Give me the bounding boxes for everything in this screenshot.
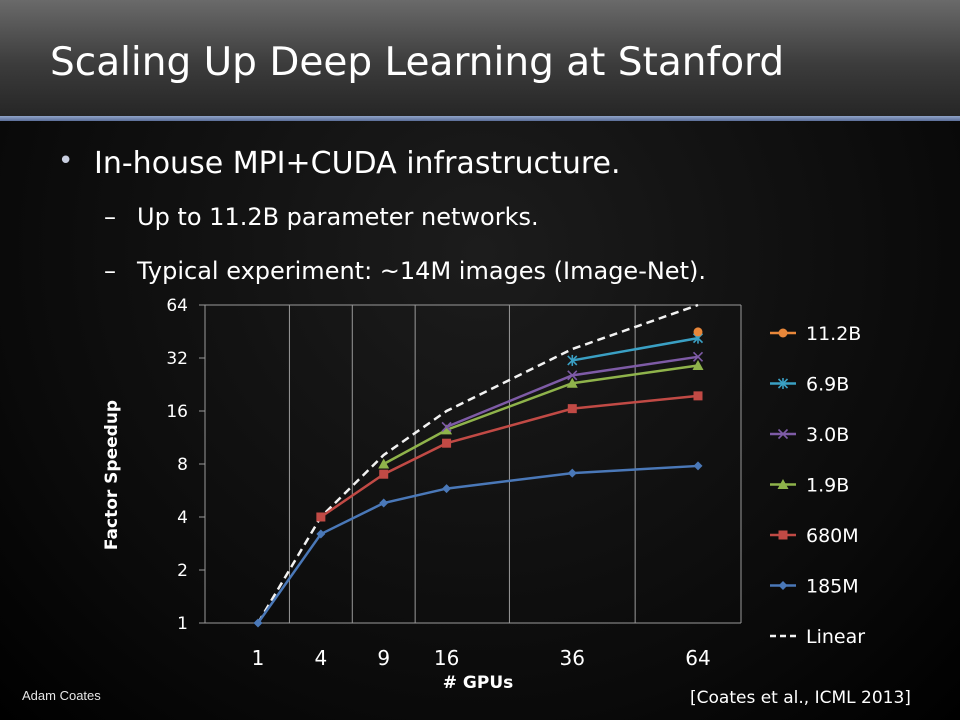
data-point-1-9b (441, 424, 453, 435)
legend-marker-11-2b (778, 328, 788, 338)
legend-label-6-9b: 6.9B (806, 374, 849, 396)
y-tick-label: 32 (166, 349, 188, 369)
data-point-3-0b (441, 421, 452, 432)
citation: [Coates et al., ICML 2013] (690, 688, 911, 708)
data-point-11-2b (693, 327, 703, 337)
slide-title: Scaling Up Deep Learning at Stanford (50, 40, 785, 85)
data-point-680m (379, 469, 389, 479)
data-point-680m (316, 512, 326, 522)
x-tick-label: 64 (685, 646, 710, 670)
data-point-185m (693, 461, 703, 471)
data-point-3-0b (692, 351, 704, 362)
x-tick-label: 16 (434, 646, 459, 670)
data-point-680m (567, 404, 577, 414)
title-bar: Scaling Up Deep Learning at Stanford (0, 0, 960, 116)
y-tick-label: 2 (177, 561, 188, 581)
x-tick-label: 1 (252, 646, 265, 670)
y-tick-label: 1 (177, 614, 188, 634)
data-point-1-9b (378, 458, 390, 469)
data-point-3-0b (567, 370, 578, 381)
data-point-185m (253, 618, 263, 628)
x-tick-label: 4 (314, 646, 327, 670)
author-credit: Adam Coates (22, 688, 101, 703)
bullet-dot: • (58, 146, 74, 176)
legend-marker-1-9b (777, 479, 789, 489)
legend-label-1-9b: 1.9B (806, 475, 849, 497)
y-tick-label: 64 (166, 296, 188, 316)
legend-marker-185m (778, 581, 788, 590)
y-tick-label: 4 (177, 508, 188, 528)
legend-label-3-0b: 3.0B (806, 424, 849, 446)
data-point-185m (442, 484, 452, 494)
sub-bullet-2-text: Typical experiment: ~14M images (Image-N… (137, 257, 706, 285)
legend-label-11-2b: 11.2B (806, 323, 861, 345)
series-line-185m (256, 464, 699, 624)
y-tick-label: 16 (166, 402, 188, 422)
data-point-1-9b (566, 377, 578, 388)
legend-label-680m: 680M (806, 525, 859, 547)
x-tick-label: 9 (377, 646, 390, 670)
data-point-1-9b (692, 360, 704, 371)
series-line-6-9b (572, 336, 699, 362)
data-point-185m (567, 468, 577, 478)
series-line-linear (256, 303, 699, 624)
series-line-1-9b (383, 364, 699, 466)
title-divider (0, 116, 960, 121)
data-point-185m (379, 498, 389, 508)
legend-label-185m: 185M (806, 576, 859, 598)
y-tick-label: 8 (177, 455, 188, 475)
data-point-185m (316, 529, 326, 539)
y-axis-title: Factor Speedup (102, 400, 122, 550)
x-tick-label: 36 (560, 646, 585, 670)
legend-label-linear: Linear (806, 626, 865, 648)
data-point-680m (442, 438, 452, 448)
x-axis-title: # GPUs (443, 673, 514, 693)
sub-bullet-1-text: Up to 11.2B parameter networks. (137, 203, 539, 231)
sub-bullet-dash: – (104, 203, 116, 231)
sub-bullet-dash: – (104, 257, 116, 285)
legend-marker-3-0b (777, 428, 789, 440)
legend-marker-680m (778, 530, 788, 540)
data-point-680m (693, 391, 703, 401)
bullet-main-text: In-house MPI+CUDA infrastructure. (94, 146, 621, 181)
